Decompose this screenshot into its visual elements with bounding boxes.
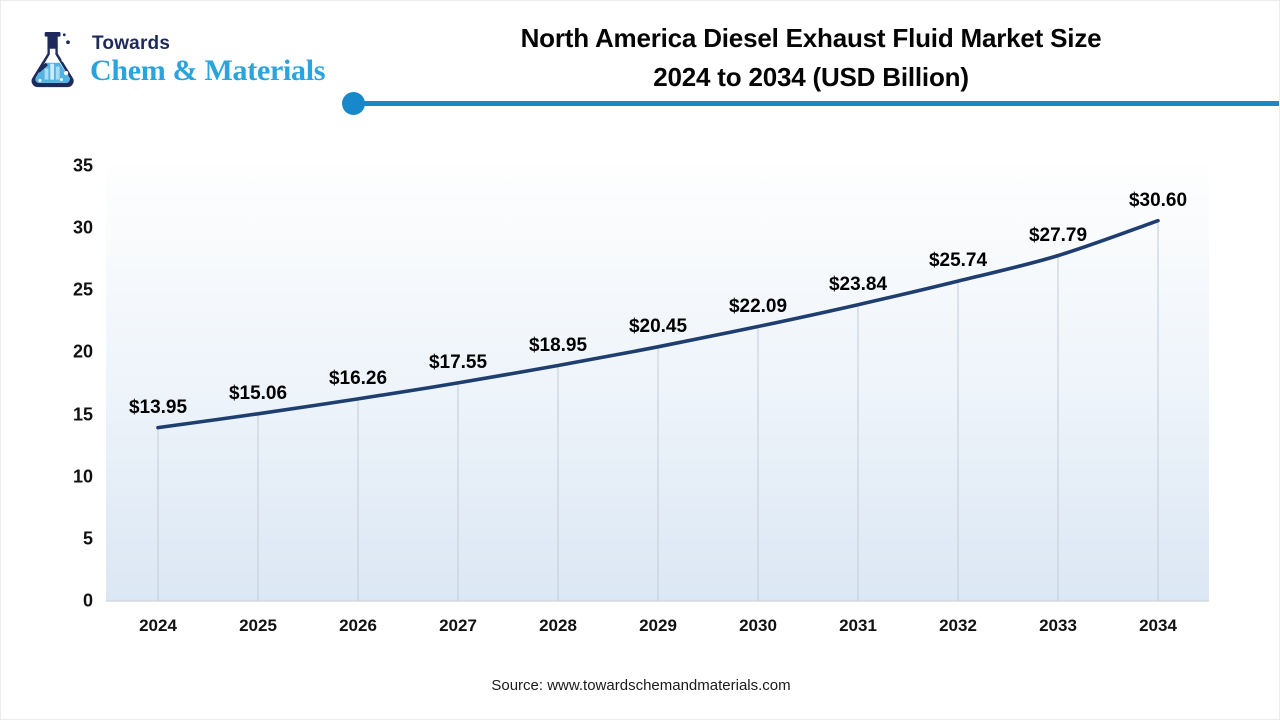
y-tick-30: 30 <box>72 217 93 238</box>
flask-icon <box>31 32 74 88</box>
data-label-2034: $30.60 <box>1128 189 1188 211</box>
y-tick-15: 15 <box>72 404 93 425</box>
data-label-2032: $25.74 <box>928 250 988 272</box>
chart-title-line1: North America Diesel Exhaust Fluid Marke… <box>520 23 1102 53</box>
x-tick-2028: 2028 <box>539 616 577 635</box>
market-size-line <box>156 218 1160 430</box>
data-label-2028: $18.95 <box>528 334 588 356</box>
x-tick-2025: 2025 <box>239 616 277 635</box>
chart-title: North America Diesel Exhaust Fluid Marke… <box>401 19 1221 97</box>
header-divider-dot <box>342 92 365 115</box>
data-label-2031: $23.84 <box>828 273 888 295</box>
x-tick-2030: 2030 <box>739 616 777 635</box>
x-tick-2024: 2024 <box>139 616 177 635</box>
brand-name-bottom: Chem & Materials <box>90 54 326 87</box>
x-tick-2033: 2033 <box>1039 616 1077 635</box>
brand-logo-text: Towards Chem & Materials <box>90 34 325 86</box>
x-tick-2029: 2029 <box>639 616 677 635</box>
data-label-2033: $27.79 <box>1028 224 1088 246</box>
x-tick-2026: 2026 <box>339 616 377 635</box>
y-tick-20: 20 <box>72 341 93 362</box>
y-tick-0: 0 <box>82 590 93 611</box>
x-tick-2032: 2032 <box>939 616 977 635</box>
x-tick-2027: 2027 <box>439 616 477 635</box>
x-tick-2031: 2031 <box>839 616 877 635</box>
data-label-2027: $17.55 <box>428 351 488 373</box>
header-divider-line <box>354 101 1279 106</box>
data-label-2030: $22.09 <box>728 295 788 317</box>
brand-logo: Towards Chem & Materials <box>26 31 325 89</box>
y-tick-25: 25 <box>72 279 93 300</box>
y-tick-5: 5 <box>82 528 93 549</box>
chart-title-line2: 2024 to 2034 (USD Billion) <box>653 62 969 92</box>
data-label-2029: $20.45 <box>628 315 688 337</box>
brand-name-top: Towards <box>92 33 171 54</box>
source-note: Source: www.towardschemandmaterials.com <box>491 677 791 694</box>
x-tick-2034: 2034 <box>1139 616 1177 635</box>
y-tick-10: 10 <box>72 466 93 487</box>
data-label-2025: $15.06 <box>228 382 288 404</box>
data-label-2024: $13.95 <box>128 396 188 418</box>
data-label-2026: $16.26 <box>328 367 388 389</box>
y-tick-35: 35 <box>72 155 93 176</box>
